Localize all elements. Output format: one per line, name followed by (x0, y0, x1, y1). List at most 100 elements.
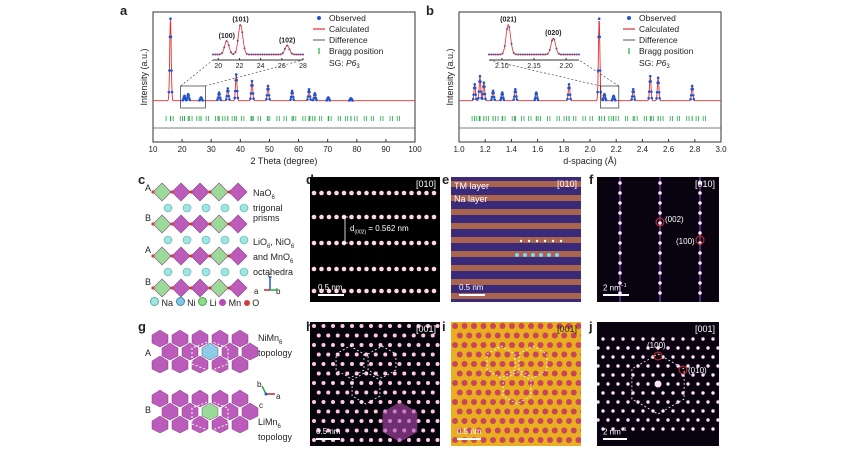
atom-column (513, 408, 520, 415)
atom-column (350, 419, 354, 423)
observed-point (473, 86, 477, 90)
observed-point (490, 95, 494, 99)
diffraction-spot (618, 251, 622, 255)
inset-tick-label: 24 (257, 63, 265, 70)
ni-legend-icon (175, 297, 185, 306)
atom-column (542, 370, 549, 377)
tm-layer-band (451, 293, 581, 299)
atom-column (388, 362, 392, 366)
streak-line (659, 177, 661, 302)
observed-point (249, 92, 253, 95)
diffraction-spot (641, 391, 645, 395)
tm-octahedron (228, 214, 248, 234)
atom-column (513, 332, 520, 339)
observed-point (251, 92, 255, 95)
diffraction-spot (601, 373, 605, 377)
atom-column (452, 399, 458, 405)
scale-bar-e: 0.5 nm (459, 283, 484, 292)
atom-column (551, 370, 558, 377)
na-prism-label: NaO6 trigonal prisms (253, 188, 283, 223)
diffraction-spot (698, 191, 702, 195)
axes-g-icon (261, 385, 275, 396)
atom-column (475, 389, 482, 396)
diffraction-spot (611, 373, 615, 377)
octahedron (231, 329, 249, 348)
x-tick-label: 40 (236, 145, 245, 154)
x-tick-label: 1.4 (506, 145, 518, 154)
atom-column (480, 399, 487, 405)
atom-column (345, 371, 350, 376)
atom-column (356, 240, 362, 246)
atom-column (547, 437, 553, 443)
atom-column (411, 333, 416, 338)
spot-highlight-002 (655, 217, 665, 227)
atom-column (386, 266, 392, 272)
atom-column (509, 437, 515, 443)
tm-layer-band (451, 237, 581, 243)
x-tick-label: 30 (207, 145, 216, 154)
tm-atom-marker (551, 239, 555, 243)
inset-peak-label: (101) (232, 17, 248, 24)
streak-line (619, 177, 621, 302)
observed-point (351, 99, 354, 102)
atom-column (466, 351, 473, 358)
inset-peak-label: (021) (500, 17, 516, 24)
atom-column (359, 400, 364, 404)
atom-column (561, 370, 568, 377)
atom-column (513, 427, 520, 434)
atom-column (373, 371, 378, 376)
diffraction-spot (621, 427, 625, 431)
diffraction-image-j: [001] (100) (010) 2 nm−1 (597, 322, 719, 446)
atom-column (369, 324, 373, 328)
diffraction-spot (686, 418, 690, 422)
tm-octahedra-label: LiO6, NiO6 and MnO6 octahedra (253, 237, 294, 277)
atom-column (509, 399, 515, 405)
observed-point (236, 96, 240, 100)
atom-column (364, 352, 369, 357)
atom-column (471, 323, 477, 329)
atom-column (456, 370, 463, 377)
atom-column (354, 390, 359, 395)
observed-point (483, 85, 486, 88)
row-label-b2: B (145, 277, 152, 287)
oxygen-atom (227, 222, 231, 226)
diffraction-spot (658, 281, 662, 285)
spot-highlight-010 (678, 365, 688, 375)
atom-column (373, 390, 378, 395)
atom-column (394, 190, 399, 196)
atom-column (331, 381, 335, 385)
atom-column (312, 381, 316, 385)
diffraction-spot (691, 427, 695, 431)
scale-j-sup: −1 (620, 427, 627, 433)
tm-label-mn: and MnO (253, 251, 291, 262)
atom-column (556, 323, 563, 329)
g-row-a: A (145, 348, 152, 358)
atom-column (379, 190, 384, 196)
observed-point (611, 97, 614, 101)
atom-column (547, 361, 553, 367)
atom-column (528, 380, 534, 386)
diffraction-spot (671, 427, 675, 431)
panel-letter-f: f (589, 172, 594, 187)
atom-column (566, 380, 572, 386)
tm-label-ni: , NiO (270, 237, 291, 247)
atom-column (456, 332, 463, 339)
tm-layer-band (451, 279, 581, 285)
observed-point (691, 93, 695, 97)
tm-label-octahedra: octahedra (253, 266, 294, 277)
atom-column (461, 380, 468, 386)
atom-column (371, 266, 377, 272)
crystal-structure-c (151, 182, 249, 298)
atom-column (345, 390, 350, 395)
atom-column (397, 362, 402, 366)
zoom-dash (578, 59, 619, 87)
atom-column (566, 399, 572, 405)
diffraction-spot (706, 400, 710, 404)
atom-column (378, 381, 383, 385)
atom-column (556, 418, 563, 424)
atom-column (402, 352, 407, 357)
atom-column (316, 409, 321, 414)
diffraction-spot (636, 346, 640, 350)
atom-column (326, 214, 332, 220)
observed-point (477, 90, 481, 93)
